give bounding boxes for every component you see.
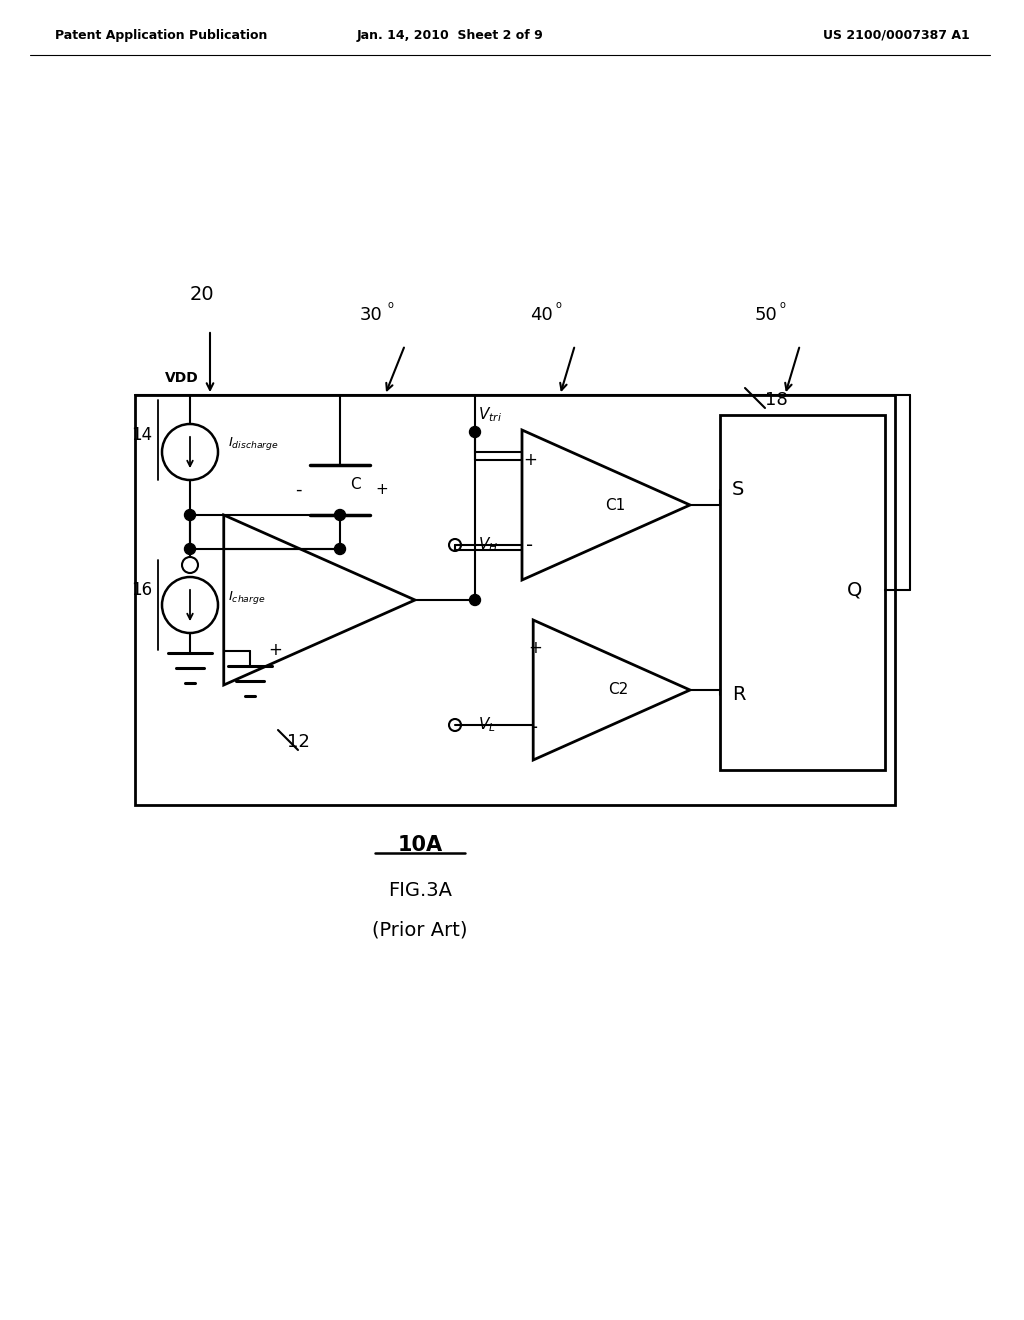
Text: VDD: VDD	[165, 371, 199, 385]
Text: +: +	[528, 639, 542, 657]
Text: Patent Application Publication: Patent Application Publication	[55, 29, 267, 41]
Circle shape	[450, 719, 461, 730]
Text: $V_L$: $V_L$	[478, 715, 496, 734]
Text: o: o	[555, 300, 561, 310]
Text: 50: 50	[755, 306, 778, 323]
Text: C: C	[350, 478, 360, 492]
Text: +: +	[376, 483, 388, 498]
Text: C1: C1	[605, 498, 625, 512]
Text: $V_{tri}$: $V_{tri}$	[478, 405, 502, 424]
Circle shape	[335, 510, 345, 520]
Circle shape	[182, 557, 198, 573]
Text: 20: 20	[190, 285, 215, 305]
Circle shape	[184, 544, 196, 554]
Text: FIG.3A: FIG.3A	[388, 880, 452, 899]
Text: 40: 40	[530, 306, 553, 323]
Circle shape	[469, 426, 480, 437]
Text: -: -	[271, 540, 279, 560]
Text: 10A: 10A	[397, 836, 442, 855]
Text: S: S	[732, 480, 744, 499]
Text: US 2100/0007387 A1: US 2100/0007387 A1	[823, 29, 970, 41]
Text: 14: 14	[131, 426, 153, 444]
Text: R: R	[732, 685, 745, 705]
Text: 16: 16	[131, 581, 153, 599]
Text: (Prior Art): (Prior Art)	[373, 920, 468, 940]
Text: 12: 12	[287, 733, 309, 751]
Text: $I_{discharge}$: $I_{discharge}$	[228, 436, 279, 453]
Circle shape	[184, 510, 196, 520]
Text: -: -	[531, 718, 539, 738]
Text: Jan. 14, 2010  Sheet 2 of 9: Jan. 14, 2010 Sheet 2 of 9	[356, 29, 544, 41]
Circle shape	[449, 539, 461, 550]
Circle shape	[469, 594, 480, 606]
Text: o: o	[780, 300, 785, 310]
Circle shape	[450, 540, 461, 550]
Bar	[720, 414, 885, 770]
Text: +: +	[523, 451, 537, 469]
Text: -: -	[295, 480, 301, 499]
Text: -: -	[526, 536, 534, 554]
Text: C2: C2	[608, 682, 628, 697]
Text: 18: 18	[765, 391, 787, 409]
Text: $V_H$: $V_H$	[478, 536, 498, 554]
Circle shape	[335, 544, 345, 554]
Bar	[135, 395, 895, 805]
Circle shape	[449, 719, 461, 731]
Text: 30: 30	[360, 306, 383, 323]
Text: $I_{charge}$: $I_{charge}$	[228, 589, 265, 606]
Text: o: o	[388, 300, 394, 310]
Text: +: +	[268, 642, 282, 659]
Text: Q: Q	[847, 581, 862, 599]
